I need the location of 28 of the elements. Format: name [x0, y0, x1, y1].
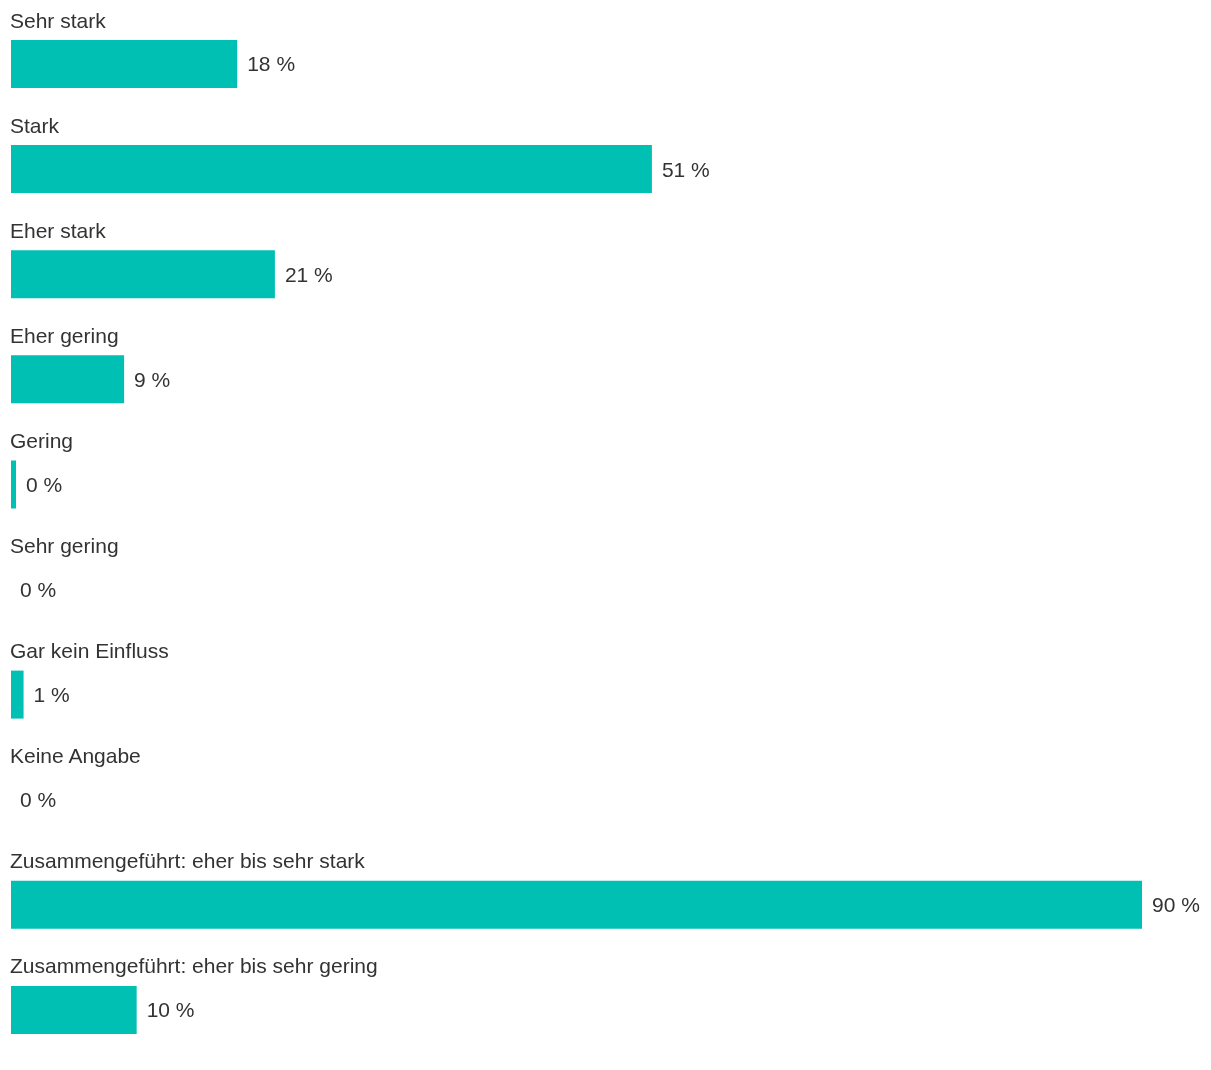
bar: [11, 355, 125, 404]
data-label: 90 %: [1152, 893, 1200, 917]
y-tick-label: Zusammengeführt: eher bis sehr stark: [10, 849, 366, 873]
y-tick-label: Eher gering: [10, 323, 119, 347]
data-label: 10 %: [146, 998, 195, 1022]
data-label: 51 %: [661, 157, 710, 181]
data-label: 9 %: [134, 367, 171, 391]
y-tick-label: Gar kein Einfluss: [10, 639, 169, 663]
y-tick-label: Gering: [10, 428, 74, 452]
bar: [11, 145, 652, 194]
data-label: 0 %: [20, 578, 57, 602]
y-tick-label: Keine Angabe: [10, 744, 141, 768]
y-tick-label: Zusammengeführt: eher bis sehr gering: [10, 954, 378, 978]
bar: [11, 880, 1142, 929]
y-tick-label: Eher stark: [10, 218, 107, 242]
data-label: 18 %: [247, 52, 296, 76]
data-label: 0 %: [20, 788, 57, 812]
bar: [11, 40, 238, 88]
y-tick-label: Sehr gering: [10, 534, 119, 558]
bar: [11, 460, 17, 509]
data-label: 21 %: [284, 262, 333, 286]
data-label: 0 %: [26, 472, 63, 496]
y-tick-label: Stark: [10, 113, 60, 137]
bar: [11, 250, 275, 299]
y-tick-label: Sehr stark: [10, 8, 107, 32]
bar: [11, 670, 24, 719]
bar: [11, 985, 137, 1034]
data-label: 1 %: [33, 683, 70, 707]
